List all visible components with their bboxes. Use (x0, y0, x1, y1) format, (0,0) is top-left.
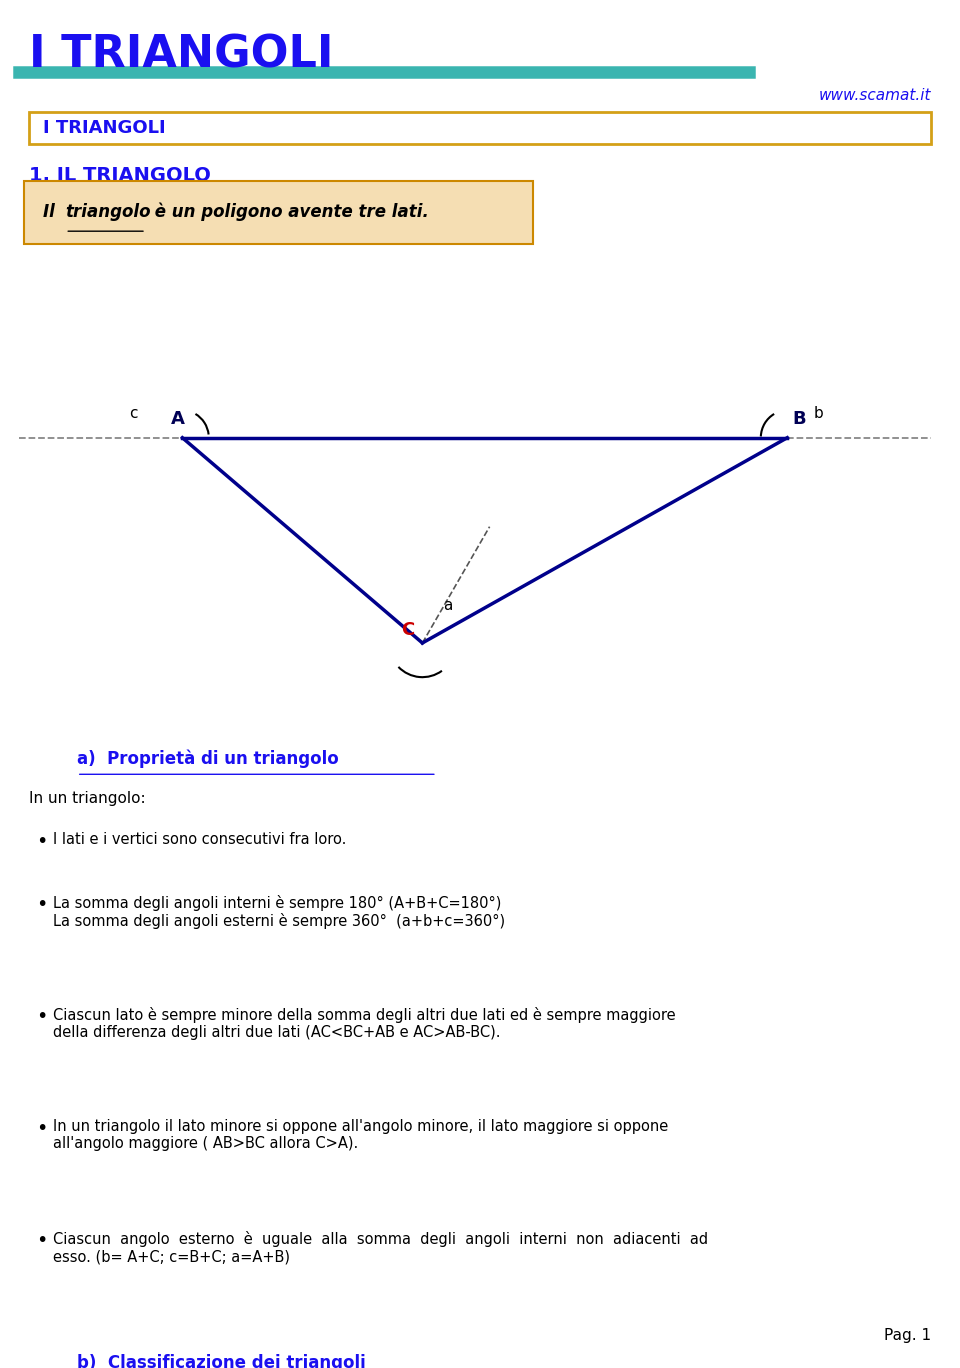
FancyBboxPatch shape (29, 112, 931, 144)
Text: B: B (792, 410, 805, 428)
Text: www.scamat.it: www.scamat.it (819, 88, 931, 103)
Text: •: • (36, 832, 48, 851)
Text: •: • (36, 1119, 48, 1138)
Text: a: a (444, 598, 453, 613)
Text: a)  Proprietà di un triangolo: a) Proprietà di un triangolo (77, 750, 339, 769)
Text: Il: Il (43, 202, 60, 222)
Text: I TRIANGOLI: I TRIANGOLI (43, 119, 166, 137)
Text: In un triangolo:: In un triangolo: (29, 791, 145, 806)
Text: I lati e i vertici sono consecutivi fra loro.: I lati e i vertici sono consecutivi fra … (53, 832, 347, 847)
Text: •: • (36, 1231, 48, 1250)
Text: triangolo: triangolo (65, 202, 151, 222)
Text: In un triangolo il lato minore si oppone all'angolo minore, il lato maggiore si : In un triangolo il lato minore si oppone… (53, 1119, 668, 1152)
Text: è un poligono avente tre lati.: è un poligono avente tre lati. (149, 202, 429, 222)
Text: •: • (36, 895, 48, 914)
Text: Ciascun lato è sempre minore della somma degli altri due lati ed è sempre maggio: Ciascun lato è sempre minore della somma… (53, 1007, 676, 1040)
Text: •: • (36, 1007, 48, 1026)
Text: 1. IL TRIANGOLO: 1. IL TRIANGOLO (29, 166, 210, 185)
Text: Pag. 1: Pag. 1 (884, 1328, 931, 1343)
Text: C: C (401, 621, 415, 639)
Text: c: c (130, 406, 138, 421)
Text: I TRIANGOLI: I TRIANGOLI (29, 33, 333, 77)
Text: La somma degli angoli interni è sempre 180° (A+B+C=180°)
La somma degli angoli e: La somma degli angoli interni è sempre 1… (53, 895, 505, 929)
FancyBboxPatch shape (24, 181, 533, 244)
Text: b)  Classificazione dei triangoli: b) Classificazione dei triangoli (77, 1354, 366, 1368)
Text: b: b (814, 406, 824, 421)
Text: Ciascun  angolo  esterno  è  uguale  alla  somma  degli  angoli  interni  non  a: Ciascun angolo esterno è uguale alla som… (53, 1231, 708, 1264)
Text: A: A (171, 410, 184, 428)
